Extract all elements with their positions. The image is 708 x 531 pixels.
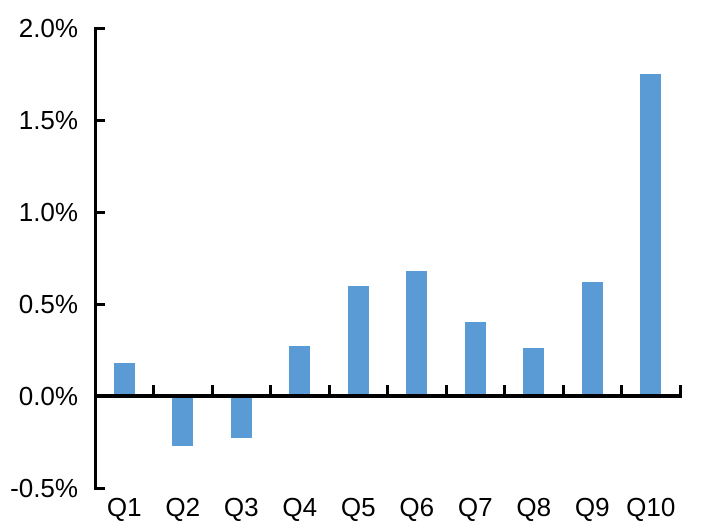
y-tick-label: 0.0% — [18, 381, 78, 411]
x-tick — [152, 385, 155, 398]
bar-Q4 — [289, 346, 311, 396]
x-tick — [269, 385, 272, 398]
y-tick-label: -0.5% — [10, 473, 78, 503]
bar-Q5 — [347, 285, 369, 396]
x-tick-label: Q10 — [626, 492, 676, 522]
x-tick — [386, 385, 389, 398]
x-tick-label: Q4 — [282, 492, 318, 522]
bar-Q1 — [113, 362, 135, 396]
bar-Q3 — [230, 396, 252, 439]
bar-Q8 — [523, 348, 545, 396]
bar-Q6 — [406, 270, 428, 396]
x-tick-label: Q3 — [223, 492, 259, 522]
x-tick — [327, 385, 331, 398]
x-tick-label: Q5 — [340, 492, 376, 522]
x-tick — [620, 385, 623, 398]
x-tick-label: Q1 — [106, 492, 142, 522]
y-tick — [95, 210, 105, 214]
y-axis — [93, 26, 97, 490]
y-tick-label: 2.0% — [18, 13, 78, 43]
x-tick-label: Q9 — [574, 492, 610, 522]
y-tick-label: 1.0% — [18, 197, 78, 227]
y-tick-label: 1.5% — [18, 105, 78, 135]
x-tick-label: Q8 — [516, 492, 552, 522]
y-tick-label: 0.5% — [18, 289, 78, 319]
bar-Q10 — [640, 74, 662, 396]
x-tick-label: Q7 — [457, 492, 493, 522]
y-tick — [95, 486, 105, 490]
x-tick — [210, 385, 214, 398]
y-tick — [95, 26, 105, 30]
x-tick — [678, 385, 682, 398]
bar-Q9 — [581, 281, 603, 396]
x-tick — [503, 385, 506, 398]
x-tick-label: Q6 — [399, 492, 435, 522]
bar-Q2 — [172, 396, 194, 446]
x-tick — [444, 385, 448, 398]
y-tick — [95, 118, 105, 122]
bar-Q7 — [464, 322, 486, 396]
x-tick-label: Q2 — [165, 492, 201, 522]
x-tick — [561, 385, 565, 398]
y-tick — [95, 302, 105, 306]
